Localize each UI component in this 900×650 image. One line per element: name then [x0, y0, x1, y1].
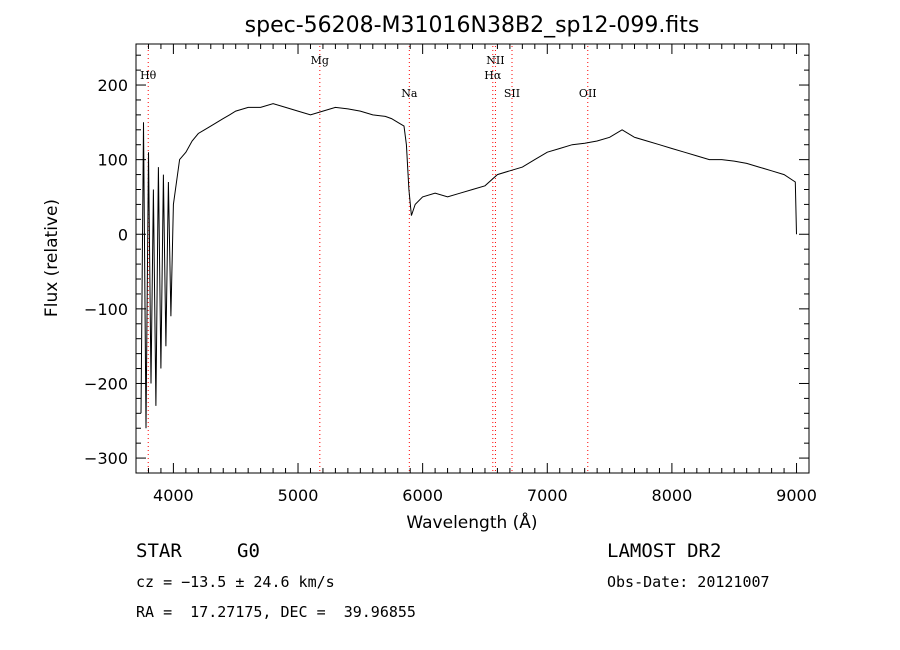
- redshift-velocity: cz = −13.5 ± 24.6 km/s: [136, 573, 335, 591]
- spectral-line-label: Hθ: [140, 69, 157, 82]
- x-tick-label: 6000: [402, 486, 443, 505]
- y-tick-label: −100: [84, 300, 128, 319]
- object-subclass: G0: [237, 540, 260, 562]
- spectrum-series: [140, 103, 797, 429]
- object-class: STAR: [136, 540, 182, 562]
- x-axis: 4000 5000 6000 7000 8000 9000: [135, 44, 817, 505]
- y-axis-label: Flux (relative): [42, 199, 62, 317]
- y-tick-label: −300: [84, 449, 128, 468]
- y-tick-label: 100: [97, 151, 128, 170]
- spectral-line-label: Mg: [311, 54, 329, 67]
- coordinates: RA = 17.27175, DEC = 39.96855: [136, 603, 416, 621]
- plot-frame: [135, 43, 810, 474]
- x-axis-label: Wavelength (Å): [406, 511, 537, 533]
- x-tick-label: 8000: [652, 486, 693, 505]
- y-tick-label: −200: [84, 374, 128, 393]
- y-tick-label: 0: [118, 225, 128, 244]
- y-tick-label: 200: [97, 76, 128, 95]
- plot-border: [135, 43, 810, 474]
- x-tick-label: 5000: [278, 486, 319, 505]
- spectral-line-label: SII: [504, 87, 520, 100]
- y-axis: −300 −200 −100 0 100 200: [84, 54, 809, 474]
- x-tick-label: 9000: [776, 486, 817, 505]
- spectral-line-label: OII: [579, 87, 597, 100]
- chart-title: spec-56208-M31016N38B2_sp12-099.fits: [245, 13, 700, 38]
- spectral-line-label: Hα: [484, 69, 502, 82]
- spectral-line-label: Na: [401, 87, 418, 100]
- x-tick-label: 7000: [527, 486, 568, 505]
- spectral-line-label: NII: [486, 54, 504, 67]
- x-tick-label: 4000: [153, 486, 194, 505]
- observation-date: Obs-Date: 20121007: [607, 573, 770, 591]
- spectrum-line: [140, 103, 797, 429]
- survey-name: LAMOST DR2: [607, 540, 722, 562]
